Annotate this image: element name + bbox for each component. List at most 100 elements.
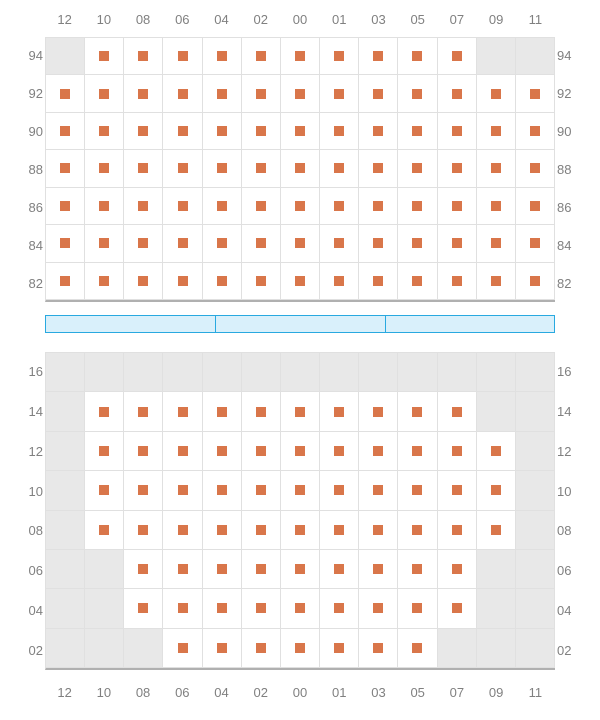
seat-cell[interactable] <box>242 38 281 75</box>
seat-cell[interactable] <box>398 113 437 150</box>
seat-cell[interactable] <box>359 113 398 150</box>
seat-cell[interactable] <box>477 113 516 150</box>
seat-cell[interactable] <box>46 225 85 262</box>
seat-cell[interactable] <box>320 188 359 225</box>
seat-cell[interactable] <box>438 188 477 225</box>
seat-cell[interactable] <box>85 75 124 112</box>
seat-cell[interactable] <box>320 471 359 510</box>
seat-cell[interactable] <box>46 150 85 187</box>
seat-cell[interactable] <box>242 225 281 262</box>
seat-cell[interactable] <box>359 150 398 187</box>
seat-cell[interactable] <box>163 263 202 300</box>
seat-cell[interactable] <box>359 432 398 471</box>
seat-cell[interactable] <box>320 392 359 431</box>
seat-cell[interactable] <box>359 263 398 300</box>
seat-cell[interactable] <box>438 75 477 112</box>
seat-cell[interactable] <box>242 550 281 589</box>
seat-cell[interactable] <box>438 589 477 628</box>
seat-cell[interactable] <box>242 263 281 300</box>
seat-cell[interactable] <box>398 392 437 431</box>
seat-cell[interactable] <box>46 113 85 150</box>
seat-cell[interactable] <box>203 75 242 112</box>
seat-cell[interactable] <box>281 511 320 550</box>
seat-cell[interactable] <box>438 511 477 550</box>
seat-cell[interactable] <box>46 188 85 225</box>
seat-cell[interactable] <box>203 263 242 300</box>
seat-cell[interactable] <box>398 550 437 589</box>
seat-cell[interactable] <box>477 225 516 262</box>
seat-cell[interactable] <box>359 589 398 628</box>
seat-cell[interactable] <box>242 75 281 112</box>
seat-cell[interactable] <box>203 629 242 668</box>
seat-cell[interactable] <box>477 188 516 225</box>
seat-cell[interactable] <box>320 225 359 262</box>
seat-cell[interactable] <box>438 392 477 431</box>
seat-cell[interactable] <box>85 471 124 510</box>
seat-cell[interactable] <box>163 629 202 668</box>
seat-cell[interactable] <box>281 188 320 225</box>
seat-cell[interactable] <box>516 113 555 150</box>
seat-cell[interactable] <box>242 629 281 668</box>
seat-cell[interactable] <box>46 263 85 300</box>
seat-cell[interactable] <box>242 432 281 471</box>
seat-cell[interactable] <box>320 589 359 628</box>
seat-cell[interactable] <box>359 511 398 550</box>
seat-cell[interactable] <box>85 392 124 431</box>
seat-cell[interactable] <box>359 188 398 225</box>
seat-cell[interactable] <box>85 113 124 150</box>
seat-cell[interactable] <box>398 589 437 628</box>
seat-cell[interactable] <box>281 263 320 300</box>
seat-cell[interactable] <box>398 150 437 187</box>
seat-cell[interactable] <box>163 471 202 510</box>
seat-cell[interactable] <box>398 471 437 510</box>
seat-cell[interactable] <box>516 263 555 300</box>
seat-cell[interactable] <box>359 225 398 262</box>
seat-cell[interactable] <box>46 75 85 112</box>
seat-cell[interactable] <box>85 188 124 225</box>
seat-cell[interactable] <box>124 113 163 150</box>
seat-cell[interactable] <box>398 432 437 471</box>
seat-cell[interactable] <box>281 150 320 187</box>
seat-cell[interactable] <box>320 113 359 150</box>
seat-cell[interactable] <box>359 38 398 75</box>
seat-cell[interactable] <box>359 392 398 431</box>
seat-cell[interactable] <box>163 432 202 471</box>
seat-cell[interactable] <box>85 225 124 262</box>
seat-cell[interactable] <box>281 225 320 262</box>
seat-cell[interactable] <box>124 550 163 589</box>
seat-cell[interactable] <box>320 263 359 300</box>
seat-cell[interactable] <box>203 188 242 225</box>
seat-cell[interactable] <box>203 550 242 589</box>
seat-cell[interactable] <box>477 150 516 187</box>
seat-cell[interactable] <box>281 75 320 112</box>
seat-cell[interactable] <box>320 75 359 112</box>
seat-cell[interactable] <box>203 471 242 510</box>
seat-cell[interactable] <box>85 38 124 75</box>
seat-cell[interactable] <box>242 188 281 225</box>
seat-cell[interactable] <box>320 550 359 589</box>
seat-cell[interactable] <box>163 225 202 262</box>
seat-cell[interactable] <box>516 225 555 262</box>
seat-cell[interactable] <box>281 113 320 150</box>
seat-cell[interactable] <box>320 38 359 75</box>
seat-cell[interactable] <box>438 113 477 150</box>
seat-cell[interactable] <box>438 150 477 187</box>
seat-cell[interactable] <box>242 589 281 628</box>
seat-cell[interactable] <box>359 471 398 510</box>
seat-cell[interactable] <box>124 471 163 510</box>
seat-cell[interactable] <box>398 188 437 225</box>
seat-cell[interactable] <box>320 629 359 668</box>
seat-cell[interactable] <box>320 511 359 550</box>
seat-cell[interactable] <box>438 432 477 471</box>
seat-cell[interactable] <box>163 75 202 112</box>
seat-cell[interactable] <box>398 511 437 550</box>
seat-cell[interactable] <box>359 550 398 589</box>
seat-cell[interactable] <box>124 263 163 300</box>
seat-cell[interactable] <box>398 263 437 300</box>
seat-cell[interactable] <box>203 589 242 628</box>
seat-cell[interactable] <box>320 432 359 471</box>
seat-cell[interactable] <box>398 629 437 668</box>
seat-cell[interactable] <box>85 150 124 187</box>
seat-cell[interactable] <box>477 511 516 550</box>
seat-cell[interactable] <box>438 225 477 262</box>
